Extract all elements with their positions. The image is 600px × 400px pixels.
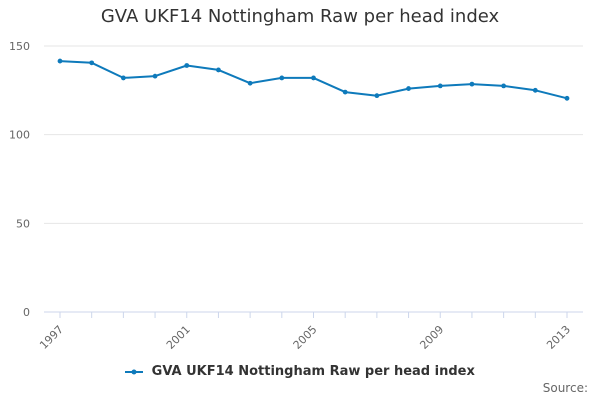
x-tick-label: 2009 (417, 323, 446, 352)
data-point[interactable] (501, 83, 507, 89)
data-point[interactable] (374, 93, 380, 99)
legend-label: GVA UKF14 Nottingham Raw per head index (151, 364, 475, 379)
y-tick-label: 0 (23, 306, 30, 319)
x-axis-ticks: 1997 2001 2005 2009 2013 (37, 312, 573, 352)
data-point[interactable] (120, 75, 126, 81)
gridlines (44, 45, 583, 224)
x-tick-label: 1997 (37, 323, 66, 352)
data-point[interactable] (311, 75, 316, 81)
source-credit[interactable]: Source: (542, 381, 588, 395)
data-point[interactable] (469, 81, 475, 87)
data-point[interactable] (57, 58, 63, 64)
legend-marker-icon (125, 369, 144, 374)
x-tick-label: 2013 (544, 323, 573, 352)
data-point[interactable] (279, 75, 285, 81)
data-point[interactable] (184, 63, 190, 68)
chart-title: GVA UKF14 Nottingham Raw per head index (100, 6, 500, 27)
y-axis-ticks: 0 50 100 150 (9, 40, 30, 319)
legend[interactable]: GVA UKF14 Nottingham Raw per head index (0, 364, 600, 379)
data-point[interactable] (532, 87, 538, 93)
x-tick-label: 2001 (164, 323, 193, 352)
data-point[interactable] (152, 73, 158, 79)
data-point[interactable] (216, 67, 221, 73)
y-tick-label: 100 (9, 129, 30, 142)
y-tick-label: 50 (16, 217, 30, 230)
series-layer (57, 58, 570, 101)
data-point[interactable] (564, 95, 570, 101)
data-point[interactable] (89, 60, 95, 66)
data-point[interactable] (406, 86, 411, 91)
data-point[interactable] (342, 89, 348, 95)
data-point[interactable] (247, 80, 253, 86)
y-tick-label: 150 (9, 40, 30, 53)
x-tick-label: 2005 (291, 323, 320, 352)
data-point[interactable] (437, 83, 443, 89)
